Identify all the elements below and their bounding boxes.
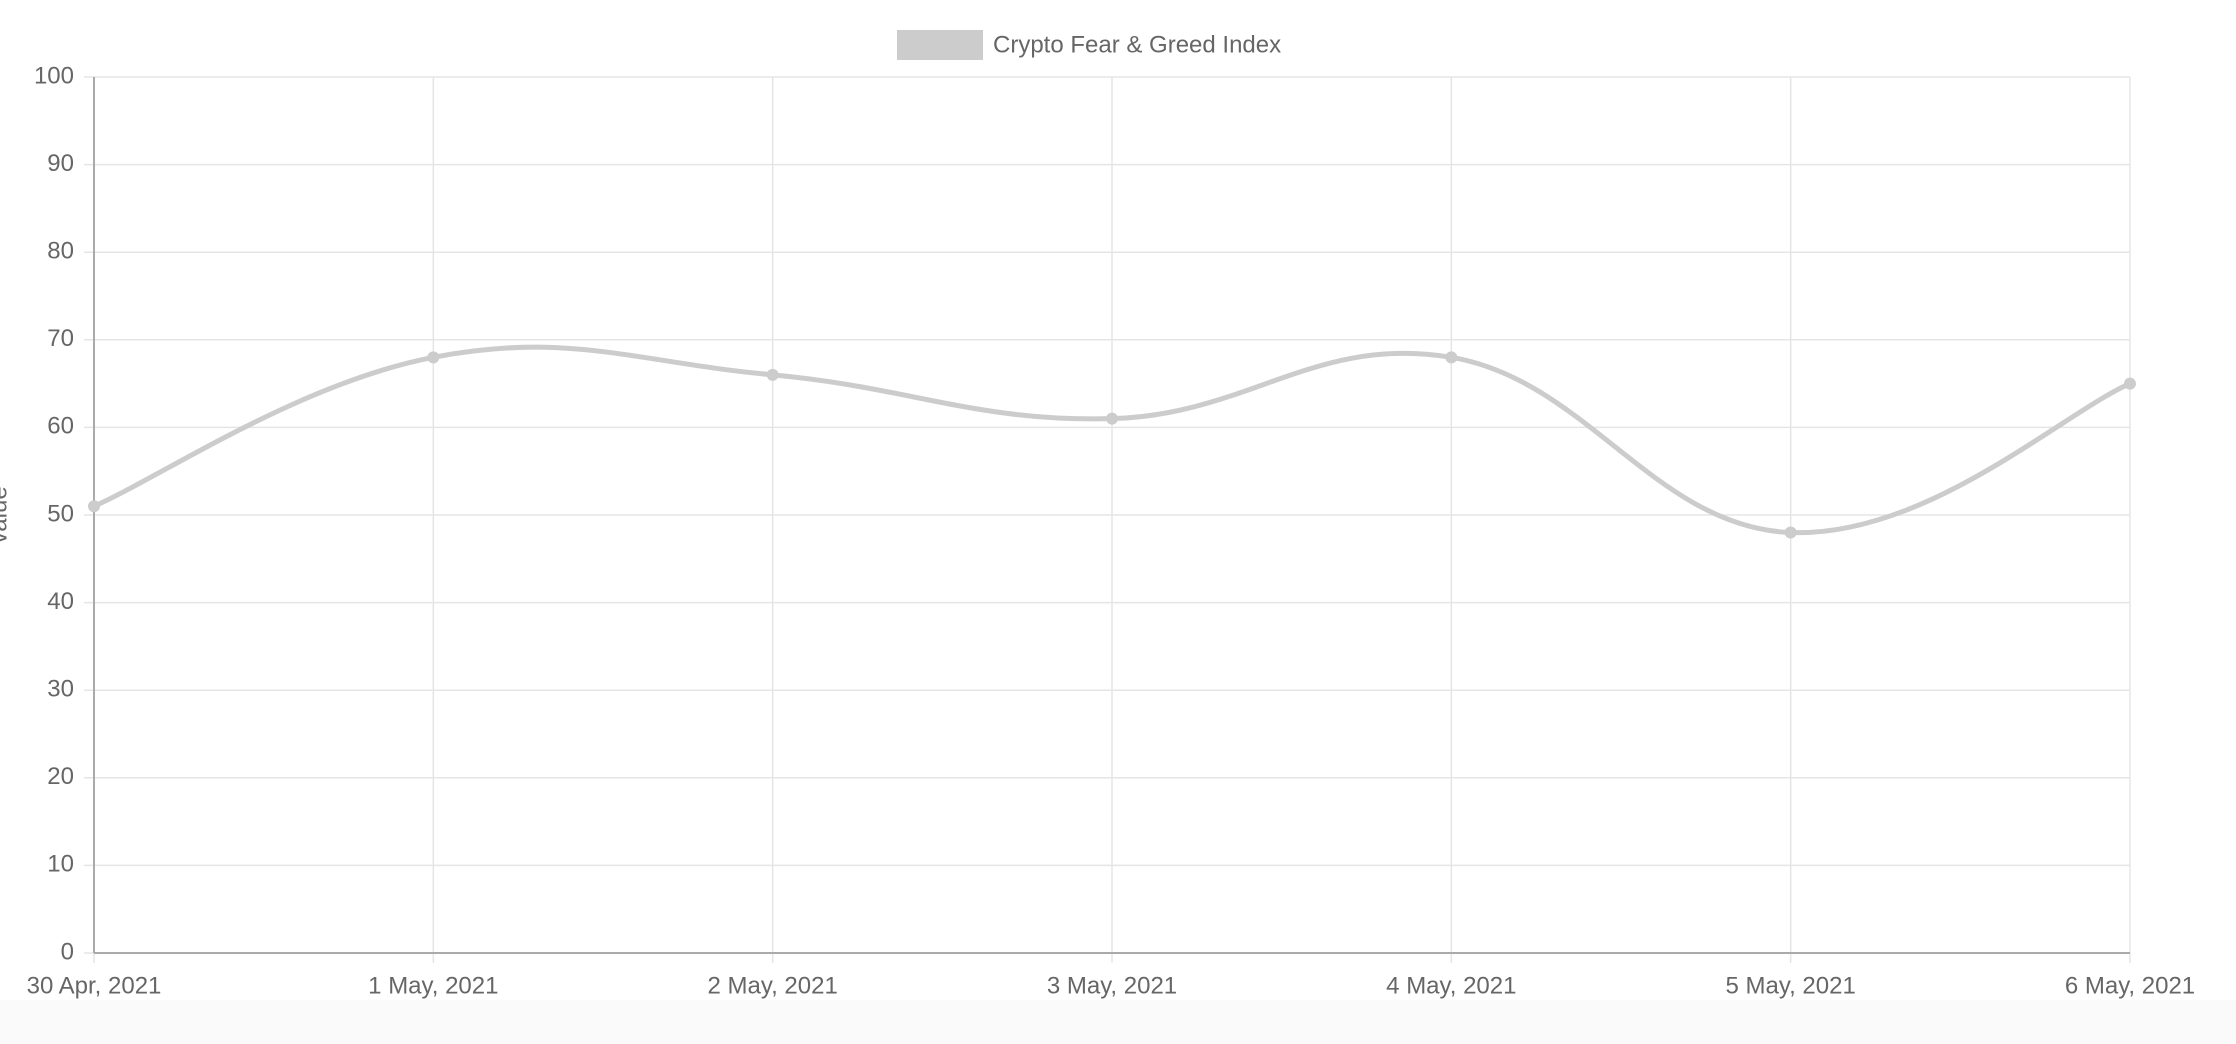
y-tick-label: 70 [47,325,74,352]
y-axis-title: value [0,486,12,543]
point [427,351,440,364]
point [1106,412,1118,425]
x-tick-label: 2 May, 2021 [708,972,838,999]
x-tick-label: 5 May, 2021 [1726,972,1856,999]
x-tick-label: 3 May, 2021 [1047,972,1177,999]
x-tick-label: 4 May, 2021 [1386,972,1516,999]
y-tick-label: 40 [47,588,74,615]
y-tick-label: 10 [47,851,74,878]
point [2124,377,2136,390]
x-tick-label: 6 May, 2021 [2065,972,2195,999]
x-tick-label: 1 May, 2021 [368,972,498,999]
point [1784,526,1797,539]
legend-label: Crypto Fear & Greed Index [993,31,1281,58]
y-tick-label: 90 [47,150,74,177]
y-tick-label: 50 [47,500,74,527]
y-tick-label: 80 [47,238,74,265]
y-tick-label: 30 [47,676,74,703]
y-tick-label: 0 [61,938,74,965]
y-tick-label: 60 [47,413,74,440]
point [88,500,100,513]
legend-swatch [897,30,983,60]
x-tick-label: 30 Apr, 2021 [27,972,162,999]
point [1445,351,1458,364]
footer-band [0,1000,2236,1044]
point [766,368,779,381]
y-tick-label: 20 [47,763,74,790]
y-tick-label: 100 [34,62,74,89]
